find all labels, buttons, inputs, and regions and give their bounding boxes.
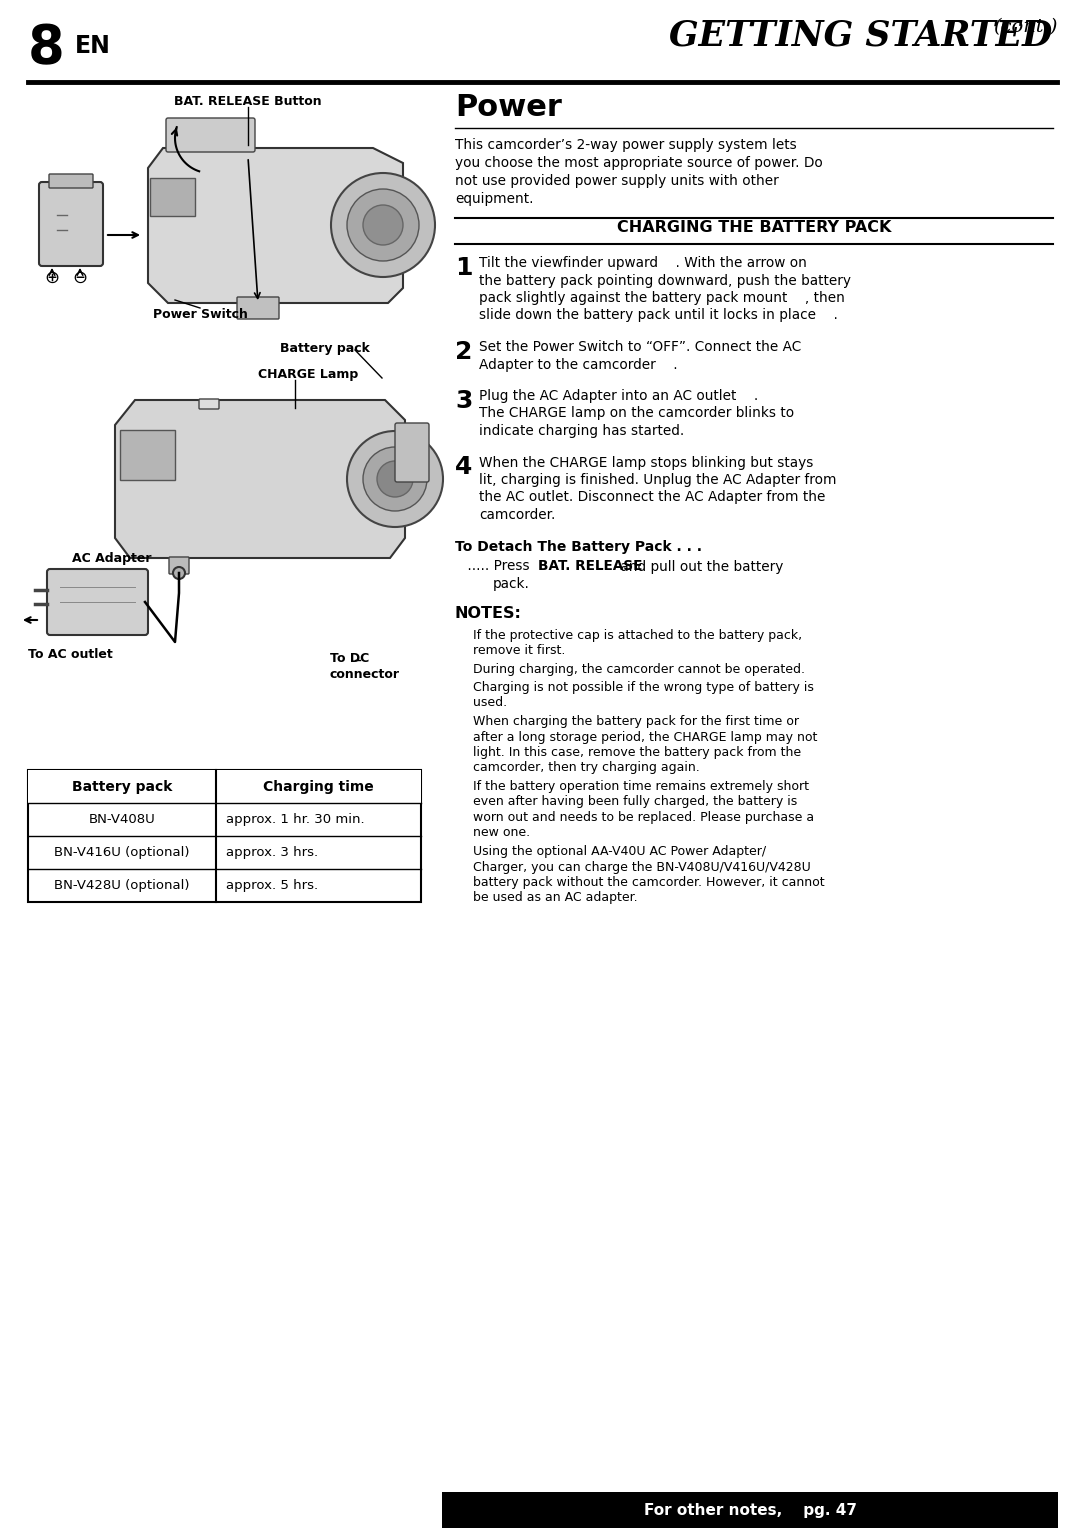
Bar	[442, 1492, 1058, 1528]
FancyBboxPatch shape	[237, 297, 279, 319]
Text: after a long storage period, the CHARGE lamp may not: after a long storage period, the CHARGE …	[473, 731, 818, 744]
Circle shape	[173, 567, 185, 579]
Text: EN: EN	[75, 34, 111, 58]
Text: To Detach The Battery Pack . . .: To Detach The Battery Pack . . .	[455, 540, 702, 553]
Text: not use provided power supply units with other: not use provided power supply units with…	[455, 175, 779, 189]
Text: BAT. RELEASE Button: BAT. RELEASE Button	[174, 95, 322, 107]
FancyBboxPatch shape	[199, 399, 219, 409]
Text: This camcorder’s 2-way power supply system lets: This camcorder’s 2-way power supply syst…	[455, 138, 797, 152]
FancyBboxPatch shape	[395, 423, 429, 481]
Text: The CHARGE lamp on the camcorder blinks to: The CHARGE lamp on the camcorder blinks …	[480, 406, 794, 420]
Text: 2: 2	[455, 340, 472, 363]
Text: For other notes,    pg. 47: For other notes, pg. 47	[644, 1502, 856, 1518]
Text: 8: 8	[28, 21, 65, 74]
Text: camcorder.: camcorder.	[480, 507, 555, 523]
Circle shape	[347, 431, 443, 527]
Text: AC Adapter: AC Adapter	[72, 552, 151, 566]
FancyBboxPatch shape	[166, 118, 255, 152]
Text: approx. 3 hrs.: approx. 3 hrs.	[226, 846, 319, 858]
Text: Adapter to the camcorder    .: Adapter to the camcorder .	[480, 357, 677, 371]
Text: BN-V428U (optional): BN-V428U (optional)	[54, 878, 190, 892]
Text: approx. 1 hr. 30 min.: approx. 1 hr. 30 min.	[226, 812, 365, 826]
Text: Power: Power	[455, 94, 562, 123]
Text: Charging time: Charging time	[264, 779, 374, 794]
Text: new one.: new one.	[473, 826, 530, 840]
Text: equipment.: equipment.	[455, 192, 534, 205]
Text: (cont.): (cont.)	[994, 18, 1058, 35]
Text: Power Switch: Power Switch	[152, 308, 247, 320]
Text: camcorder, then try charging again.: camcorder, then try charging again.	[473, 762, 700, 774]
Text: lit, charging is finished. Unplug the AC Adapter from: lit, charging is finished. Unplug the AC…	[480, 474, 837, 487]
Text: the battery pack pointing downward, push the battery: the battery pack pointing downward, push…	[480, 273, 851, 288]
Text: worn out and needs to be replaced. Please purchase a: worn out and needs to be replaced. Pleas…	[473, 811, 814, 825]
Text: CHARGE Lamp: CHARGE Lamp	[258, 368, 359, 382]
Text: To AC outlet: To AC outlet	[28, 648, 112, 661]
Text: When the CHARGE lamp stops blinking but stays: When the CHARGE lamp stops blinking but …	[480, 455, 813, 469]
Polygon shape	[148, 149, 403, 304]
Text: During charging, the camcorder cannot be operated.: During charging, the camcorder cannot be…	[473, 662, 805, 676]
Circle shape	[330, 173, 435, 277]
Circle shape	[363, 448, 427, 510]
Circle shape	[377, 461, 413, 497]
Text: battery pack without the camcorder. However, it cannot: battery pack without the camcorder. Howe…	[473, 875, 825, 889]
Text: ..... Press: ..... Press	[463, 560, 534, 573]
Text: BN-V408U: BN-V408U	[89, 812, 156, 826]
Text: If the protective cap is attached to the battery pack,: If the protective cap is attached to the…	[473, 629, 802, 641]
Text: the AC outlet. Disconnect the AC Adapter from the: the AC outlet. Disconnect the AC Adapter…	[480, 491, 825, 504]
Text: 1: 1	[455, 256, 473, 281]
Text: BAT. RELEASE: BAT. RELEASE	[538, 560, 643, 573]
Text: Charger, you can charge the BN-V408U/V416U/V428U: Charger, you can charge the BN-V408U/V41…	[473, 860, 811, 874]
Text: If the battery operation time remains extremely short: If the battery operation time remains ex…	[473, 780, 809, 793]
Text: and pull out the battery: and pull out the battery	[616, 560, 783, 573]
Text: Charging is not possible if the wrong type of battery is: Charging is not possible if the wrong ty…	[473, 681, 814, 694]
Text: NOTES:: NOTES:	[455, 607, 522, 621]
Circle shape	[347, 189, 419, 261]
FancyBboxPatch shape	[168, 556, 189, 573]
Text: Tilt the viewfinder upward    . With the arrow on: Tilt the viewfinder upward . With the ar…	[480, 256, 807, 270]
Text: To DC
connector: To DC connector	[330, 652, 400, 681]
Polygon shape	[114, 400, 405, 558]
Text: 4: 4	[455, 455, 472, 480]
Text: GETTING STARTED: GETTING STARTED	[669, 18, 1052, 52]
Bar	[28, 770, 421, 901]
Text: indicate charging has started.: indicate charging has started.	[480, 425, 685, 438]
Text: CHARGING THE BATTERY PACK: CHARGING THE BATTERY PACK	[617, 221, 891, 235]
Text: Battery pack: Battery pack	[71, 779, 172, 794]
Text: you choose the most appropriate source of power. Do: you choose the most appropriate source o…	[455, 156, 823, 170]
Text: used.: used.	[473, 696, 508, 710]
Text: pack slightly against the battery pack mount    , then: pack slightly against the battery pack m…	[480, 291, 845, 305]
FancyBboxPatch shape	[39, 182, 103, 267]
Text: even after having been fully charged, the battery is: even after having been fully charged, th…	[473, 796, 797, 808]
FancyBboxPatch shape	[48, 569, 148, 635]
Text: 3: 3	[455, 389, 472, 412]
Text: Plug the AC Adapter into an AC outlet    .: Plug the AC Adapter into an AC outlet .	[480, 389, 758, 403]
Text: Set the Power Switch to “OFF”. Connect the AC: Set the Power Switch to “OFF”. Connect t…	[480, 340, 801, 354]
Text: approx. 5 hrs.: approx. 5 hrs.	[226, 878, 319, 892]
Text: be used as an AC adapter.: be used as an AC adapter.	[473, 892, 637, 904]
Text: ⊖: ⊖	[72, 268, 87, 287]
Text: BN-V416U (optional): BN-V416U (optional)	[54, 846, 190, 858]
Text: Battery pack: Battery pack	[280, 342, 370, 356]
Text: slide down the battery pack until it locks in place    .: slide down the battery pack until it loc…	[480, 308, 838, 322]
Text: pack.: pack.	[492, 576, 530, 592]
FancyBboxPatch shape	[49, 175, 93, 189]
Text: remove it first.: remove it first.	[473, 644, 565, 658]
Text: When charging the battery pack for the first time or: When charging the battery pack for the f…	[473, 714, 799, 728]
Text: ⊕: ⊕	[44, 268, 59, 287]
FancyBboxPatch shape	[150, 178, 195, 216]
Circle shape	[363, 205, 403, 245]
Text: light. In this case, remove the battery pack from the: light. In this case, remove the battery …	[473, 747, 801, 759]
Text: Using the optional AA-V40U AC Power Adapter/: Using the optional AA-V40U AC Power Adap…	[473, 845, 766, 858]
Bar	[28, 770, 421, 803]
FancyBboxPatch shape	[120, 429, 175, 480]
